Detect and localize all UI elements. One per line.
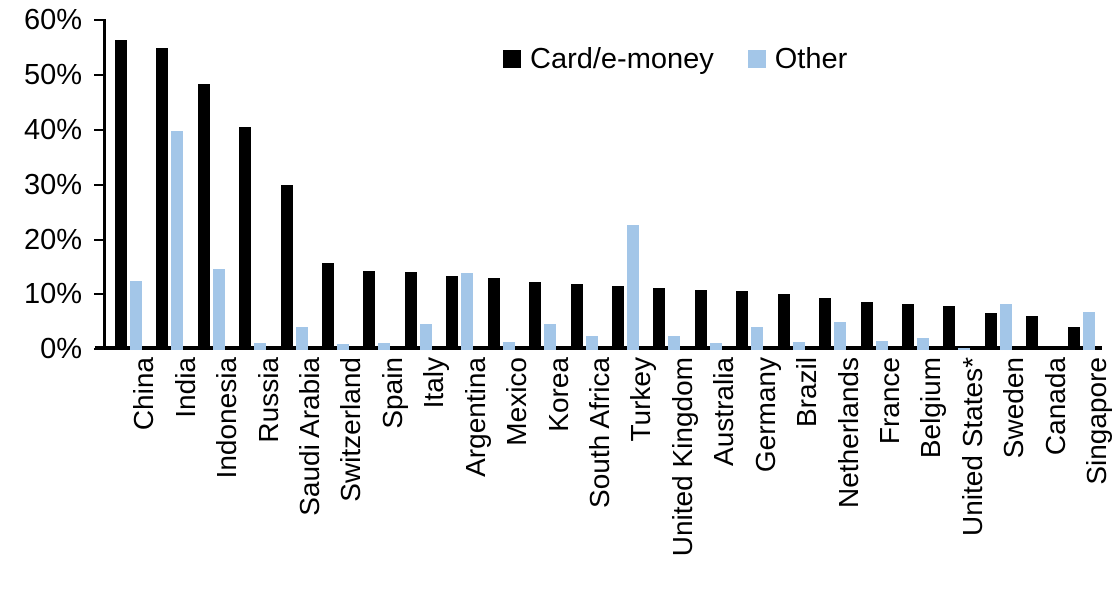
x-axis-category-label: France: [874, 357, 906, 445]
legend-item-other: Other: [747, 42, 848, 76]
bar-card-e-money-sweden: [984, 313, 997, 350]
bar-card-e-money-netherlands: [819, 298, 832, 350]
x-axis-line: [95, 346, 1102, 350]
x-axis-category-label: Belgium: [915, 357, 947, 459]
bar-other-united-states-: [958, 347, 971, 350]
bar-other-china: [129, 281, 142, 350]
x-axis-category-label: Switzerland: [335, 357, 367, 502]
x-axis-category-label: Argentina: [459, 357, 491, 477]
x-axis-category-label: Germany: [749, 357, 781, 473]
bar-other-united-kingdom: [668, 336, 681, 350]
x-axis-category-label: Spain: [376, 357, 408, 429]
bar-card-e-money-india: [156, 47, 169, 350]
x-axis-category-label: Australia: [708, 357, 740, 466]
chart-legend: Card/e-money Other: [503, 42, 847, 76]
bar-card-e-money-china: [114, 40, 127, 350]
bar-other-germany: [751, 327, 764, 350]
bar-other-italy: [419, 323, 432, 350]
bar-card-e-money-argentina: [446, 275, 459, 350]
x-axis-category-label: Mexico: [501, 357, 533, 446]
bar-card-e-money-turkey: [611, 285, 624, 350]
bar-card-e-money-singapore: [1067, 327, 1080, 350]
bar-other-france: [875, 340, 888, 350]
x-axis-category-label: India: [169, 357, 201, 418]
bar-card-e-money-saudi-arabia: [280, 185, 293, 350]
bar-other-switzerland: [336, 344, 349, 350]
bar-card-e-money-russia: [239, 126, 252, 350]
bar-other-india: [171, 131, 184, 350]
bar-card-e-money-italy: [404, 271, 417, 350]
x-axis-category-label: China: [128, 357, 160, 431]
y-axis-tick: [94, 183, 106, 186]
y-axis-tick: [94, 19, 106, 22]
x-axis-category-label: South Africa: [584, 357, 616, 508]
bar-other-korea: [544, 324, 557, 350]
bar-card-e-money-spain: [363, 271, 376, 350]
bar-other-argentina: [461, 273, 474, 350]
legend-label-other: Other: [774, 42, 848, 75]
y-axis-tick: [94, 74, 106, 77]
bar-card-e-money-australia: [694, 289, 707, 350]
y-axis-tick-label: 0%: [40, 333, 82, 366]
bar-other-turkey: [626, 225, 639, 350]
bar-other-australia: [709, 343, 722, 350]
bar-card-e-money-indonesia: [197, 83, 210, 350]
x-axis-category-label: United States*: [956, 357, 988, 536]
bar-card-e-money-canada: [1026, 316, 1039, 350]
x-axis-category-label: Saudi Arabia: [294, 357, 326, 516]
bar-card-e-money-united-states-: [943, 305, 956, 350]
bar-other-russia: [254, 342, 267, 350]
x-axis-category-label: United Kingdom: [666, 357, 698, 557]
y-axis-tick-label: 20%: [23, 223, 82, 256]
x-axis-category-label: Netherlands: [832, 357, 864, 508]
bar-card-e-money-brazil: [777, 294, 790, 350]
x-axis-category-label: Indonesia: [211, 357, 243, 479]
bar-card-e-money-france: [860, 301, 873, 350]
bar-other-sweden: [999, 304, 1012, 350]
bar-card-e-money-south-africa: [570, 284, 583, 350]
bar-other-indonesia: [212, 269, 225, 350]
legend-label-card-e-money: Card/e-money: [530, 42, 714, 75]
bar-other-mexico: [502, 341, 515, 350]
bar-card-e-money-mexico: [487, 278, 500, 350]
bar-other-saudi-arabia: [295, 327, 308, 350]
y-axis-tick: [94, 238, 106, 241]
legend-spacer: [714, 59, 748, 60]
legend-swatch-card-e-money-icon: [503, 50, 521, 68]
bar-card-e-money-germany: [736, 290, 749, 350]
bar-other-spain: [378, 342, 391, 350]
x-axis-category-label: Korea: [542, 357, 574, 432]
y-axis-tick-label: 50%: [23, 59, 82, 92]
bar-card-e-money-united-kingdom: [653, 287, 666, 350]
x-axis-category-label: Russia: [252, 357, 284, 443]
x-axis-category-label: Brazil: [791, 357, 823, 428]
bar-other-singapore: [1082, 312, 1095, 350]
bar-other-brazil: [792, 342, 805, 350]
y-axis-tick-label: 40%: [23, 113, 82, 146]
bar-card-e-money-switzerland: [321, 263, 334, 350]
y-axis-tick: [94, 293, 106, 296]
bar-other-south-africa: [585, 336, 598, 350]
legend-item-card-e-money: Card/e-money: [503, 43, 714, 76]
bar-other-netherlands: [834, 321, 847, 350]
y-axis-tick-label: 30%: [23, 168, 82, 201]
y-axis-tick-label: 60%: [23, 4, 82, 37]
x-axis-category-label: Singapore: [1081, 357, 1112, 485]
legend-swatch-other-icon: [747, 50, 766, 68]
bar-card-e-money-korea: [529, 281, 542, 350]
y-axis-tick-label: 10%: [23, 278, 82, 311]
y-axis-tick: [94, 128, 106, 131]
bar-other-belgium: [916, 337, 929, 350]
x-axis-category-label: Turkey: [625, 357, 657, 442]
x-axis-category-label: Canada: [1039, 357, 1071, 456]
x-axis-category-label: Italy: [418, 357, 450, 409]
x-axis-category-label: Sweden: [998, 357, 1030, 459]
bar-card-e-money-belgium: [901, 304, 914, 350]
